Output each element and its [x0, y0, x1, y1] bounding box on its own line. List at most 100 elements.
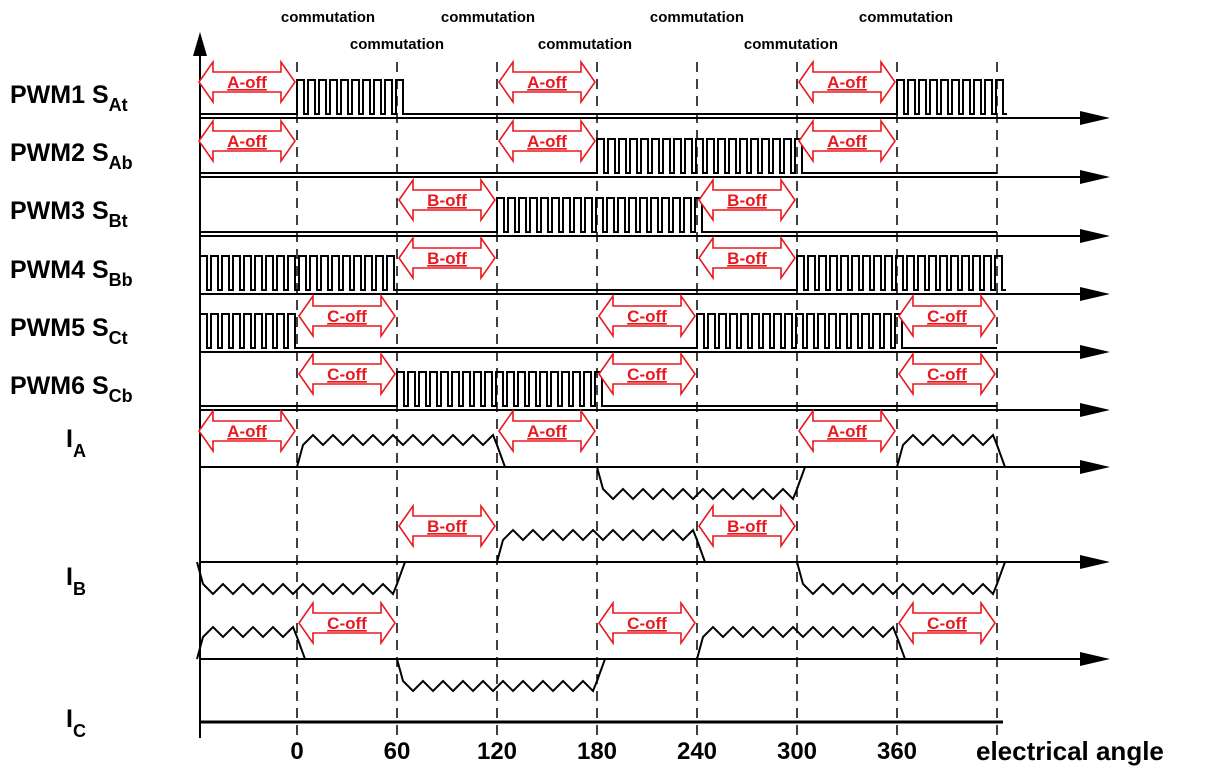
signal-label-pwm3: PWM3 SBt	[10, 197, 128, 231]
commutation-gridlines	[296, 62, 998, 740]
current-waveform	[196, 625, 306, 660]
pwm-waveform	[200, 138, 997, 174]
time-axis-arrowhead	[1080, 345, 1110, 359]
double-arrow-icon	[498, 59, 596, 105]
off-label: A-off	[527, 132, 567, 151]
off-marker: A-off	[498, 118, 596, 164]
off-label: C-off	[627, 365, 667, 384]
double-arrow-icon	[798, 118, 896, 164]
pwm-waveform	[200, 79, 1007, 115]
waveforms	[196, 79, 1110, 693]
current-waveform	[396, 658, 606, 693]
signal-label-pwm1: PWM1 SAt	[10, 81, 128, 115]
off-marker: C-off	[598, 351, 696, 397]
double-arrow-icon	[598, 293, 696, 339]
time-axis-arrowhead	[1080, 555, 1110, 569]
x-axis-label: electrical angle	[976, 736, 1164, 766]
off-label: B-off	[427, 249, 467, 268]
commutation-label: commutation	[350, 36, 444, 53]
off-label: A-off	[527, 422, 567, 441]
commutation-label: commutation	[441, 9, 535, 26]
time-axis-arrowhead	[1080, 403, 1110, 417]
off-marker: B-off	[698, 177, 796, 223]
commutation-label: commutation	[538, 36, 632, 53]
off-label: A-off	[227, 73, 267, 92]
off-label: B-off	[427, 517, 467, 536]
double-arrow-icon	[498, 408, 596, 454]
off-marker: C-off	[898, 293, 996, 339]
double-arrow-icon	[698, 503, 796, 549]
off-marker: B-off	[398, 503, 496, 549]
current-waveform	[796, 561, 1006, 596]
double-arrow-icon	[798, 408, 896, 454]
double-arrow-icon	[198, 59, 296, 105]
angle-tick-240: 240	[677, 738, 717, 765]
off-label: A-off	[527, 73, 567, 92]
double-arrow-icon	[798, 59, 896, 105]
off-label: C-off	[327, 307, 367, 326]
off-marker: C-off	[598, 600, 696, 646]
double-arrow-icon	[398, 503, 496, 549]
angle-tick-60: 60	[384, 738, 411, 765]
current-waveform	[296, 433, 506, 468]
angle-tick-180: 180	[577, 738, 617, 765]
current-waveform	[896, 433, 1006, 468]
off-marker: B-off	[698, 235, 796, 281]
double-arrow-icon	[598, 351, 696, 397]
off-label: C-off	[927, 307, 967, 326]
off-label: C-off	[327, 365, 367, 384]
off-label: C-off	[327, 614, 367, 633]
off-label: B-off	[427, 191, 467, 210]
pwm-waveform	[200, 371, 997, 407]
signal-label-ia: IA	[66, 425, 86, 461]
commutation-label: commutation	[859, 9, 953, 26]
off-label: A-off	[227, 132, 267, 151]
off-label: C-off	[927, 365, 967, 384]
commutation-label: commutation	[744, 36, 838, 53]
off-label: C-off	[927, 614, 967, 633]
current-waveform	[696, 625, 906, 660]
commutation-label: commutation	[650, 9, 744, 26]
off-marker: C-off	[898, 600, 996, 646]
double-arrow-icon	[298, 600, 396, 646]
double-arrow-icon	[598, 600, 696, 646]
double-arrow-icon	[898, 293, 996, 339]
off-marker: A-off	[198, 118, 296, 164]
off-label: B-off	[727, 249, 767, 268]
off-marker: A-off	[498, 408, 596, 454]
double-arrow-icon	[698, 177, 796, 223]
current-waveform	[496, 528, 706, 563]
angle-tick-300: 300	[777, 738, 817, 765]
double-arrow-icon	[198, 408, 296, 454]
off-marker: B-off	[398, 177, 496, 223]
off-marker: A-off	[798, 408, 896, 454]
off-marker: A-off	[498, 59, 596, 105]
off-marker: C-off	[298, 600, 396, 646]
signal-label-pwm5: PWM5 SCt	[10, 314, 128, 348]
off-marker: B-off	[698, 503, 796, 549]
time-axis-arrowhead	[1080, 652, 1110, 666]
double-arrow-icon	[298, 351, 396, 397]
time-axis-arrowhead	[1080, 170, 1110, 184]
off-marker: A-off	[198, 408, 296, 454]
double-arrow-icon	[398, 235, 496, 281]
off-marker: A-off	[798, 59, 896, 105]
current-waveform	[596, 466, 806, 501]
off-marker: A-off	[198, 59, 296, 105]
off-label: B-off	[727, 517, 767, 536]
double-arrow-icon	[698, 235, 796, 281]
signal-label-pwm4: PWM4 SBb	[10, 256, 133, 290]
off-label: A-off	[227, 422, 267, 441]
time-axis-arrowhead	[1080, 287, 1110, 301]
off-label: B-off	[727, 191, 767, 210]
pwm-waveform	[199, 313, 997, 349]
double-arrow-icon	[298, 293, 396, 339]
angle-tick-0: 0	[290, 738, 303, 765]
commutation-label: commutation	[281, 9, 375, 26]
off-marker: C-off	[298, 293, 396, 339]
angle-tick-360: 360	[877, 738, 917, 765]
off-marker: A-off	[798, 118, 896, 164]
double-arrow-icon	[898, 600, 996, 646]
time-axis-arrowhead	[1080, 229, 1110, 243]
double-arrow-icon	[498, 118, 596, 164]
